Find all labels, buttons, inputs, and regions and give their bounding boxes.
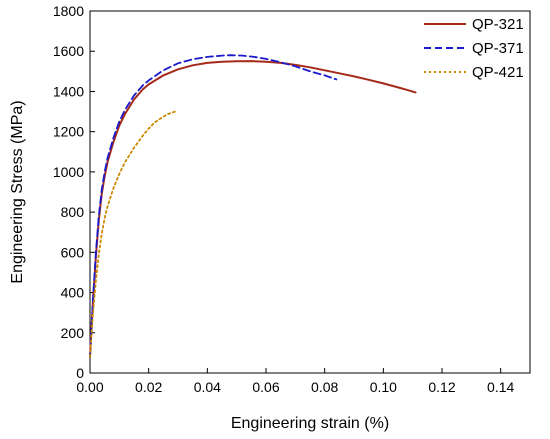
x-tick-label: 0.14: [487, 379, 514, 395]
x-tick-label: 0.02: [135, 379, 162, 395]
y-tick-label: 400: [61, 285, 85, 301]
x-tick-label: 0.10: [370, 379, 397, 395]
y-tick-label: 1400: [53, 83, 84, 99]
y-tick-label: 1000: [53, 164, 84, 180]
x-tick-label: 0.04: [194, 379, 221, 395]
series-line-qp-371: [89, 54, 338, 358]
plot-frame: [89, 10, 531, 374]
legend: QP-321 QP-371 QP-421: [424, 16, 524, 81]
y-tick-label: 200: [61, 325, 85, 341]
series-layer: [89, 54, 417, 358]
legend-label: QP-321: [472, 16, 524, 33]
y-tick-label: 800: [61, 204, 85, 220]
y-tick-label: 1600: [53, 43, 84, 59]
legend-label: QP-371: [472, 40, 524, 57]
y-axis-title: Engineering Stress (MPa): [9, 100, 26, 283]
x-axis-title: Engineering strain (%): [231, 415, 389, 432]
y-tick-label: 600: [61, 244, 85, 260]
y-tick-label: 1800: [53, 3, 84, 19]
legend-label: QP-421: [472, 64, 524, 81]
x-tick-label: 0.08: [311, 379, 338, 395]
y-tick-label: 0: [76, 365, 84, 381]
series-line-qp-321: [89, 60, 417, 358]
series-line-qp-421: [89, 110, 176, 358]
x-tick-label: 0.12: [428, 379, 455, 395]
x-tick-label: 0.00: [76, 379, 103, 395]
axis-ticks: 0.00 0.02 0.04 0.06 0.08 0.10 0.12 0.14 0 200 400 6…: [53, 3, 515, 395]
y-tick-label: 1200: [53, 124, 84, 140]
x-tick-label: 0.06: [252, 379, 279, 395]
